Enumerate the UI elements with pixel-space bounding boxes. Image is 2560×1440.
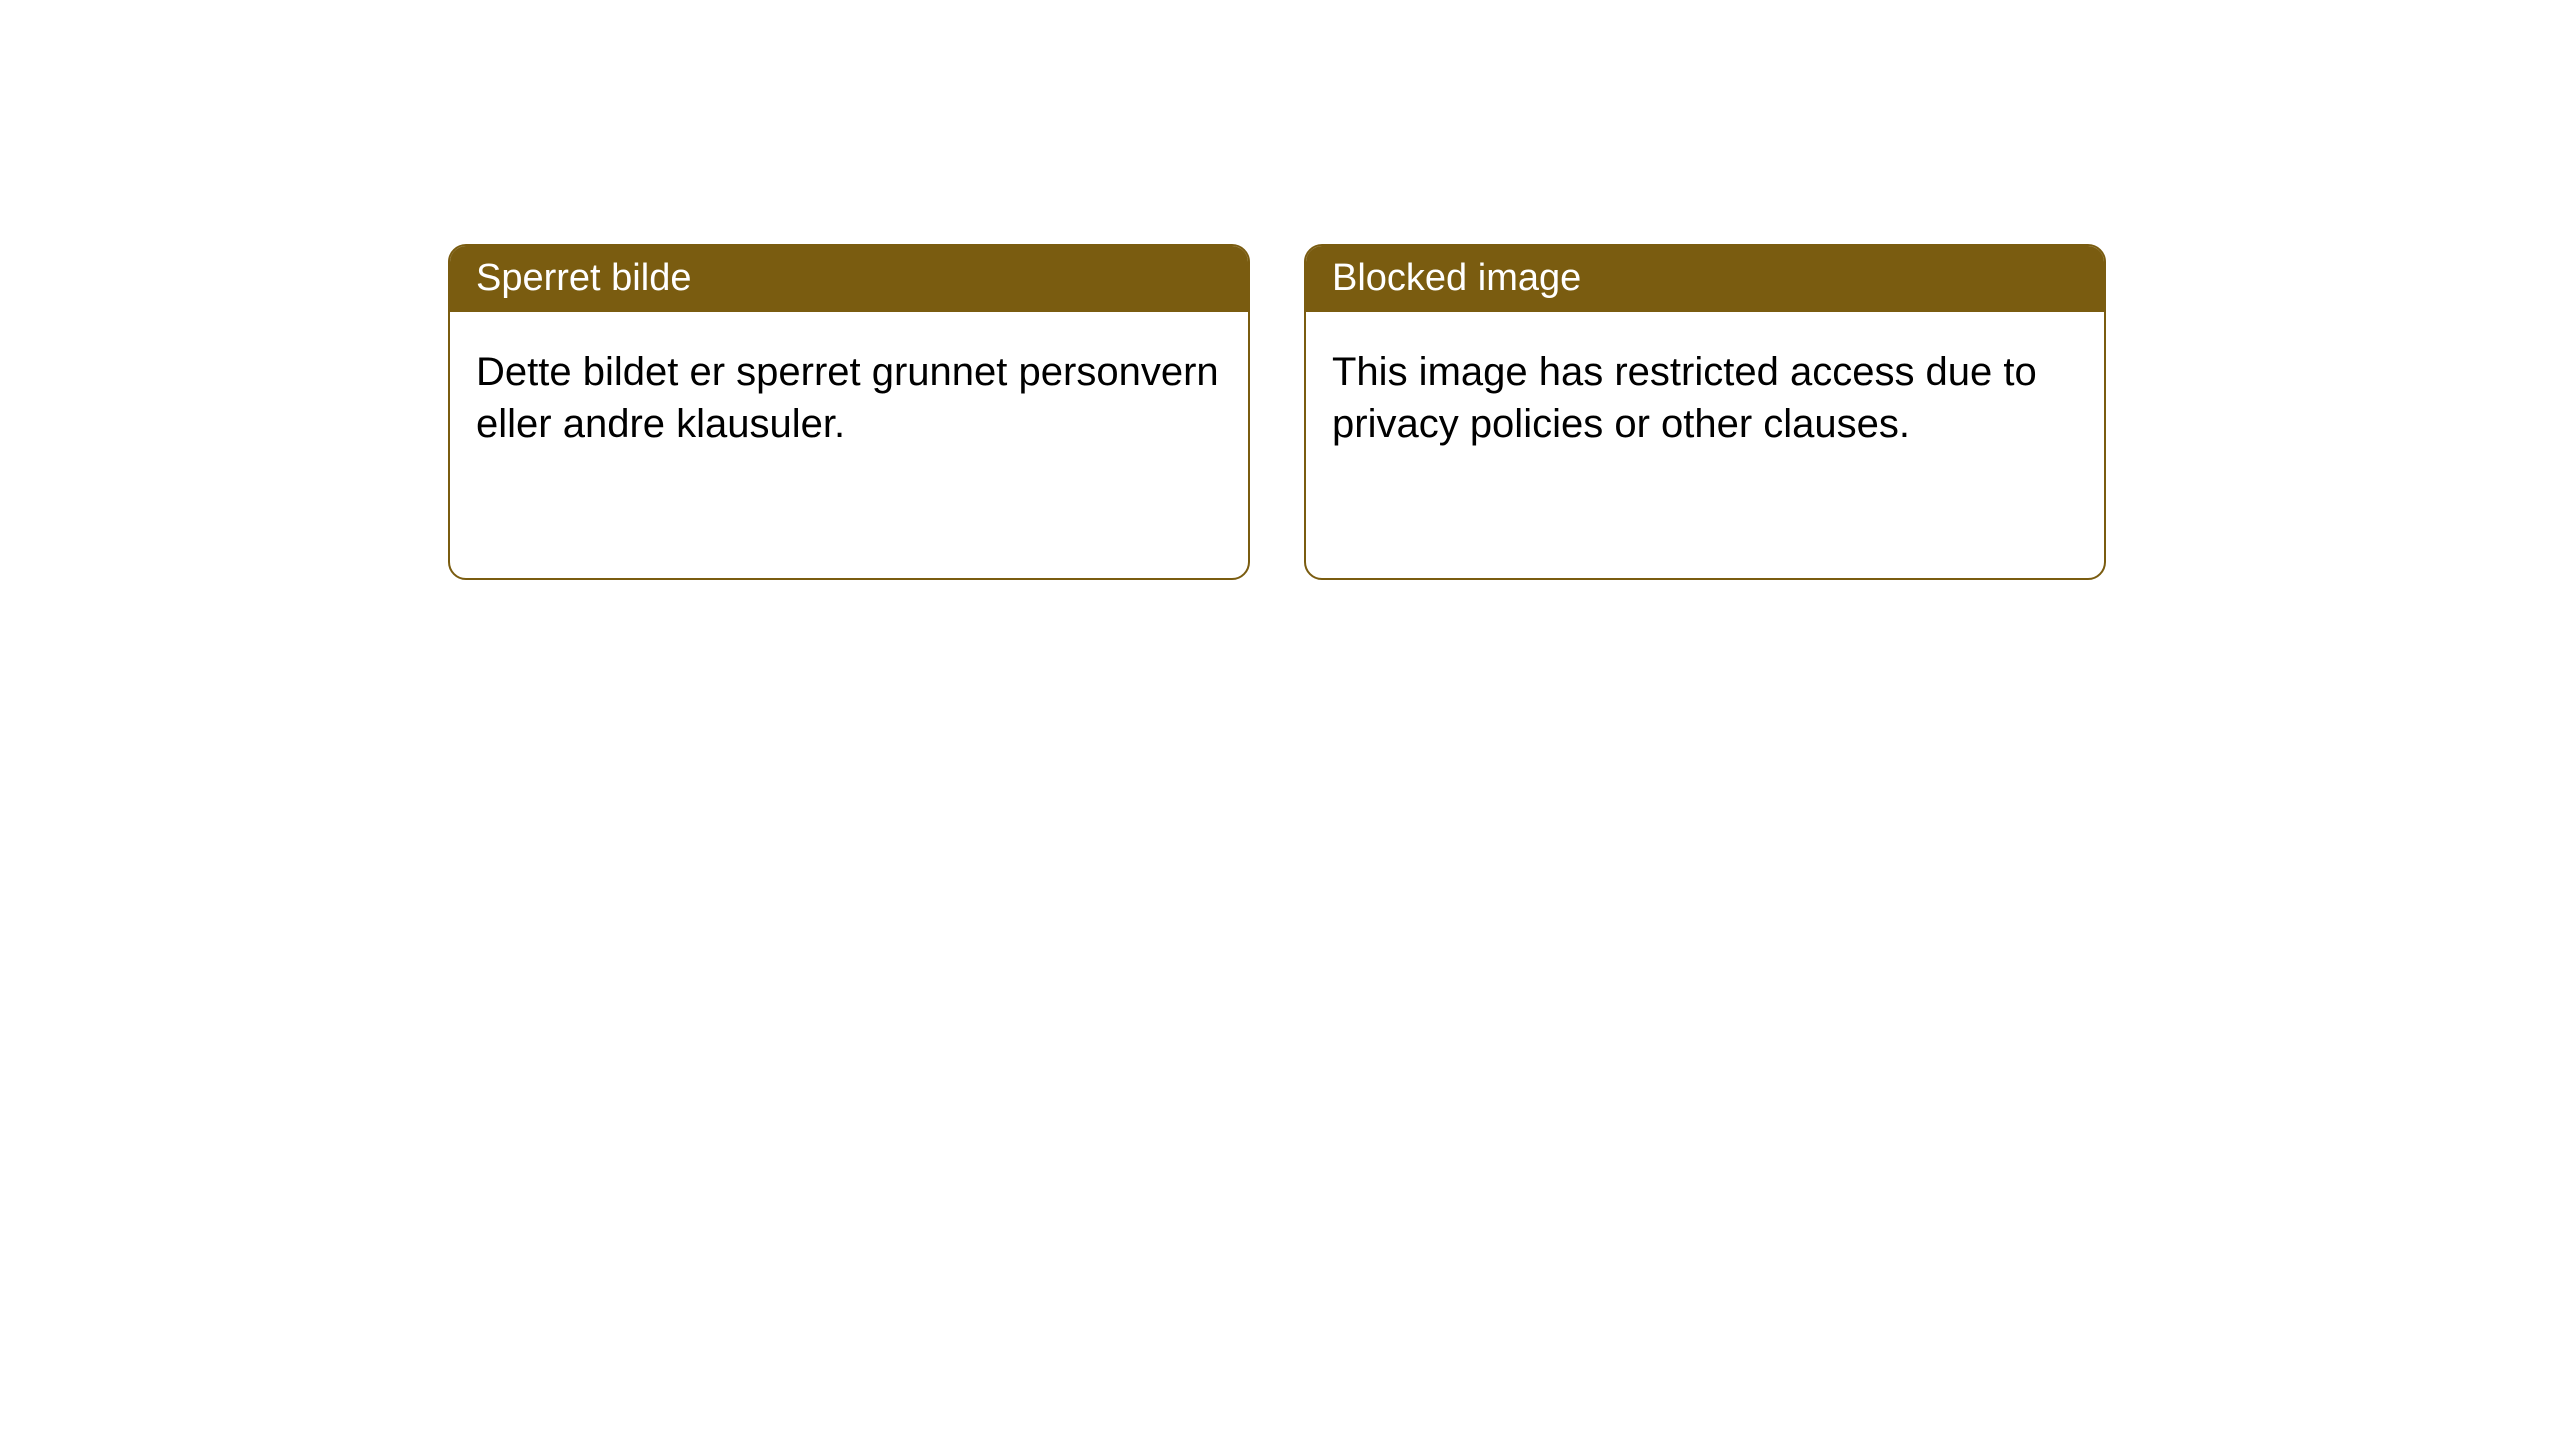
card-body-text: Dette bildet er sperret grunnet personve… — [476, 350, 1219, 446]
card-body: This image has restricted access due to … — [1306, 312, 2104, 484]
notice-cards-container: Sperret bilde Dette bildet er sperret gr… — [448, 244, 2106, 580]
card-body: Dette bildet er sperret grunnet personve… — [450, 312, 1248, 484]
blocked-image-card-english: Blocked image This image has restricted … — [1304, 244, 2106, 580]
card-header: Sperret bilde — [450, 246, 1248, 312]
card-body-text: This image has restricted access due to … — [1332, 350, 2037, 446]
blocked-image-card-norwegian: Sperret bilde Dette bildet er sperret gr… — [448, 244, 1250, 580]
card-title: Blocked image — [1332, 257, 1581, 299]
card-title: Sperret bilde — [476, 257, 691, 299]
card-header: Blocked image — [1306, 246, 2104, 312]
